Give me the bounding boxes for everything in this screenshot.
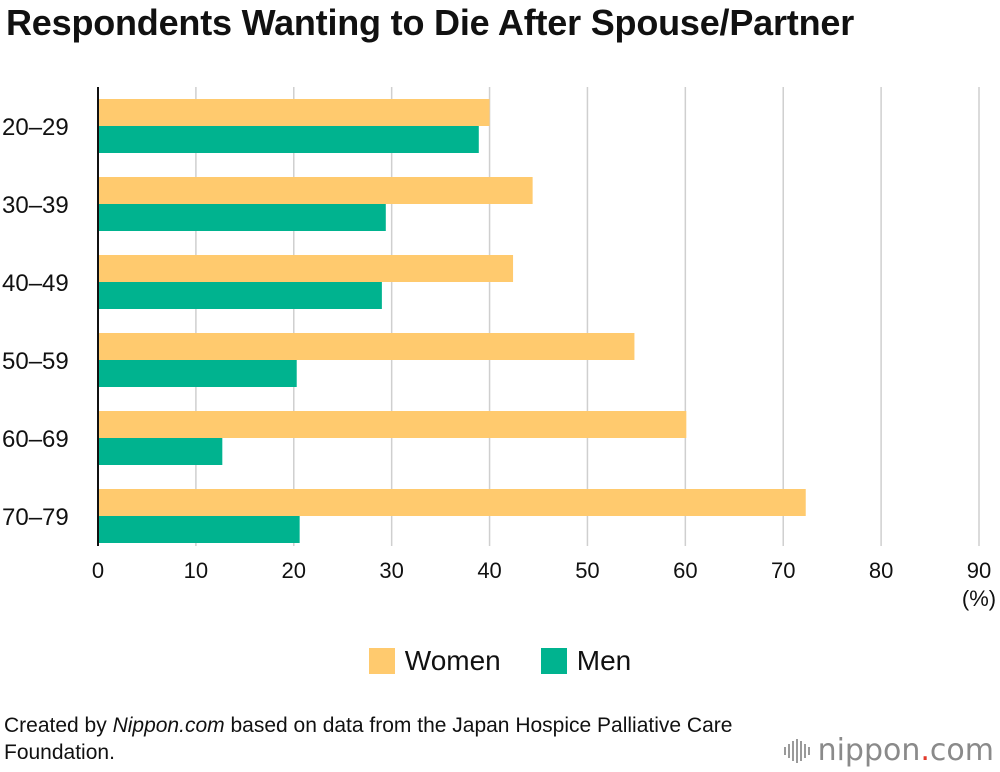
legend-swatch-women — [368, 648, 395, 674]
bar-chart: 0 10 20 30 40 50 60 70 80 90 (%) 20–29 30–39 40–49 50–… — [2, 87, 996, 611]
y-category-label: 60–69 — [2, 426, 69, 453]
bar-women-1 — [98, 177, 533, 204]
logo-text-tld: com — [929, 733, 994, 768]
source-prefix: Created by — [4, 714, 113, 737]
x-tick-label: 90 — [967, 558, 991, 583]
y-category-label: 40–49 — [2, 270, 69, 297]
chart-legend: Women Men — [0, 645, 1000, 677]
x-tick-label: 0 — [92, 558, 104, 583]
legend-swatch-men — [540, 648, 567, 674]
logo-mark-icon — [783, 738, 810, 763]
y-category-label: 70–79 — [2, 504, 69, 531]
legend-label-women: Women — [404, 645, 501, 676]
x-tick-label: 60 — [673, 558, 697, 583]
y-category-label: 50–59 — [2, 348, 69, 375]
legend-item-men: Men — [540, 645, 632, 677]
bar-women-5 — [98, 489, 806, 516]
x-tick-label: 70 — [771, 558, 795, 583]
x-tick-label: 20 — [282, 558, 306, 583]
bar-men-1 — [98, 204, 386, 231]
bar-men-3 — [98, 360, 297, 387]
x-tick-label: 30 — [379, 558, 403, 583]
source-note: Created by Nippon.com based on data from… — [4, 712, 764, 766]
x-tick-label: 80 — [869, 558, 893, 583]
y-category-label: 30–39 — [2, 192, 69, 219]
logo-text-main: nippon — [817, 733, 921, 768]
x-tick-label: 50 — [575, 558, 599, 583]
legend-item-women: Women — [368, 645, 501, 677]
bar-men-4 — [98, 438, 223, 465]
bar-men-5 — [98, 516, 300, 543]
x-tick-label: 40 — [477, 558, 501, 583]
source-brand: Nippon.com — [112, 714, 225, 737]
bar-men-2 — [98, 282, 382, 309]
legend-label-men: Men — [576, 645, 632, 676]
bar-women-0 — [98, 99, 490, 126]
nippon-logo: nippon.com — [783, 733, 994, 768]
bar-women-3 — [98, 333, 635, 360]
logo-text: nippon.com — [818, 733, 994, 768]
bar-women-4 — [98, 411, 687, 438]
x-tick-label: 10 — [184, 558, 208, 583]
bar-women-2 — [98, 255, 514, 282]
y-category-label: 20–29 — [2, 114, 69, 141]
bar-men-0 — [98, 126, 479, 153]
x-axis-unit: (%) — [962, 586, 996, 611]
chart-title: Respondents Wanting to Die After Spouse/… — [6, 2, 855, 43]
source-suffix: based on data from the Japan Hospice Pal… — [4, 714, 733, 764]
logo-text-dot: . — [920, 733, 930, 768]
